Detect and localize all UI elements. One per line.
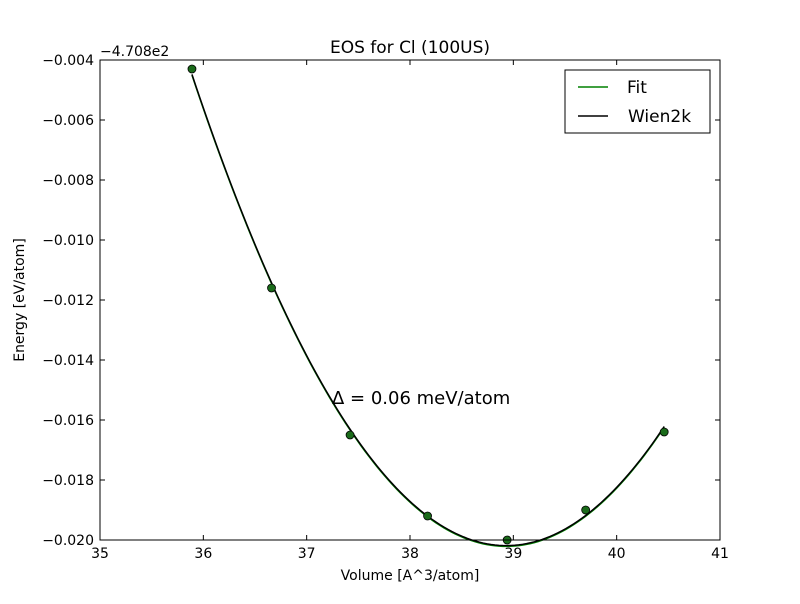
x-tick-label: 38 bbox=[401, 546, 419, 562]
x-tick-label: 41 bbox=[711, 546, 729, 562]
legend-label-wien2k: Wien2k bbox=[628, 107, 691, 127]
y-tick-label: −0.018 bbox=[42, 473, 94, 489]
y-tick-label: −0.004 bbox=[42, 53, 94, 69]
y-tick-label: −0.016 bbox=[42, 413, 94, 429]
y-tick-label: −0.006 bbox=[42, 113, 94, 129]
data-point bbox=[345, 430, 355, 440]
data-point bbox=[581, 505, 591, 515]
y-axis-label: Energy [eV/atom] bbox=[12, 238, 28, 362]
y-offset-label: −4.708e2 bbox=[100, 44, 169, 60]
legend-box bbox=[564, 69, 711, 134]
curves-layer bbox=[191, 74, 665, 548]
chart-title: EOS for Cl (100US) bbox=[330, 38, 490, 58]
data-point bbox=[423, 511, 432, 521]
x-tick-label: 40 bbox=[608, 546, 626, 562]
legend-label-fit: Fit bbox=[627, 78, 647, 98]
x-axis-label: Volume [A^3/atom] bbox=[341, 568, 480, 584]
y-tick-label: −0.020 bbox=[42, 533, 94, 549]
fit-curve bbox=[191, 74, 665, 548]
data-point bbox=[659, 427, 669, 437]
y-tick-label: −0.012 bbox=[42, 293, 94, 309]
data-points-layer bbox=[187, 64, 669, 545]
x-tick-label: 36 bbox=[194, 546, 212, 562]
data-point bbox=[267, 283, 276, 293]
delta-annotation: Δ = 0.06 meV/atom bbox=[332, 388, 510, 409]
y-tick-label: −0.010 bbox=[42, 233, 94, 249]
x-tick-label: 35 bbox=[91, 546, 109, 562]
y-tick-label: −0.008 bbox=[42, 173, 94, 189]
ticks-layer: 35 36 37 38 39 40 41 −0.004 −0.006 −0.008 −0.010 −0… bbox=[42, 53, 729, 562]
x-tick-label: 37 bbox=[298, 546, 316, 562]
x-tick-label: 39 bbox=[504, 546, 522, 562]
data-point bbox=[187, 64, 197, 74]
wien2k-curve bbox=[191, 74, 665, 547]
y-tick-label: −0.014 bbox=[42, 353, 94, 369]
legend: Fit Wien2k bbox=[564, 69, 711, 134]
